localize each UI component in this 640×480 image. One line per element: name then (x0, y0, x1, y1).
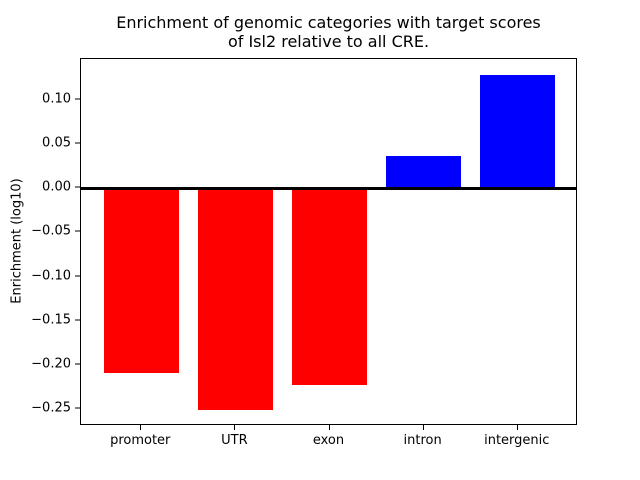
x-tick-label: intron (403, 433, 442, 448)
y-tick (75, 230, 80, 232)
x-tick (516, 425, 518, 430)
y-tick (75, 186, 80, 188)
x-tick (422, 425, 424, 430)
x-tick (140, 425, 142, 430)
y-tick (75, 407, 80, 409)
y-tick (75, 319, 80, 321)
bar-exon (291, 188, 368, 386)
y-tick-label: 0.00 (42, 179, 71, 195)
bar-UTR (197, 188, 274, 410)
y-tick-label: 0.10 (42, 91, 71, 107)
x-tick-label: intergenic (484, 433, 550, 448)
x-tick (234, 425, 236, 430)
y-tick (75, 275, 80, 277)
y-tick (75, 142, 80, 144)
x-tick-label: promoter (110, 433, 171, 448)
y-tick-label: −0.20 (31, 356, 71, 372)
x-tick-label: exon (312, 433, 345, 448)
bar-intron (385, 155, 462, 189)
y-tick-label: −0.05 (31, 223, 71, 239)
y-tick-label: −0.15 (31, 312, 71, 328)
y-tick-label: −0.25 (31, 400, 71, 416)
y-tick (75, 98, 80, 100)
chart-title: Enrichment of genomic categories with ta… (116, 13, 541, 51)
y-tick (75, 363, 80, 365)
zero-line (81, 186, 576, 190)
y-tick-label: 0.05 (42, 135, 71, 151)
plot-area (80, 58, 577, 425)
bar-intergenic (480, 75, 556, 189)
y-axis-label: Enrichment (log10) (9, 178, 25, 304)
x-tick-label: UTR (221, 433, 248, 448)
y-tick-label: −0.10 (31, 268, 71, 284)
bar-promoter (103, 188, 179, 373)
x-tick (328, 425, 330, 430)
